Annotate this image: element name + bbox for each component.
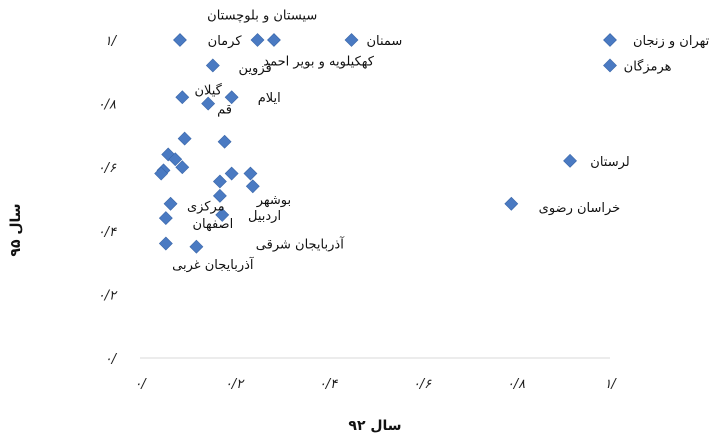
- y-axis-ticks: ۰/۰/۲ ۰/۴ ۰/۶ ۰/۸ ۱/: [98, 34, 118, 367]
- y-tick-label: ۰/۲: [98, 288, 118, 303]
- data-point: [563, 153, 577, 168]
- y-tick-label: ۰/۴: [98, 225, 117, 240]
- data-point: [224, 166, 239, 181]
- point-label: سیستان و بلوچستان: [207, 9, 317, 24]
- data-point: [212, 174, 227, 189]
- point-label: قزوین: [239, 61, 272, 76]
- data-point: [173, 33, 187, 47]
- point-label: سمنان: [366, 34, 402, 49]
- x-tick-label: ۰/: [134, 377, 147, 392]
- y-tick-label: ۰/۶: [98, 161, 117, 176]
- data-points: [154, 33, 617, 254]
- point-label: اردبیل: [248, 209, 281, 224]
- data-point: [175, 160, 190, 175]
- point-label: تهران و زنجان: [633, 34, 710, 49]
- x-tick-label: ۱/: [604, 377, 617, 392]
- data-point: [344, 33, 359, 47]
- data-point: [177, 131, 192, 146]
- data-point: [212, 188, 227, 203]
- data-point: [224, 90, 239, 105]
- y-tick-label: ۰/۸: [98, 98, 116, 113]
- x-tick-label: ۰/۲: [225, 377, 245, 392]
- point-label: بوشهر: [256, 193, 291, 208]
- y-axis-title: سال ۹۵: [8, 203, 24, 256]
- data-point: [245, 179, 260, 194]
- data-point: [243, 166, 258, 181]
- point-label: لرستان: [590, 155, 629, 170]
- data-point: [205, 58, 220, 73]
- data-point: [267, 33, 281, 47]
- data-point: [163, 196, 178, 211]
- data-point: [215, 207, 230, 222]
- data-point: [189, 239, 204, 254]
- point-label: هرمزگان: [624, 58, 672, 74]
- x-tick-label: ۰/۸: [507, 377, 525, 392]
- data-point: [250, 33, 265, 47]
- x-axis-ticks: ۰/۰/۲ ۰/۴ ۰/۶ ۰/۸ ۱/: [134, 377, 617, 392]
- point-label: مرکزی: [187, 199, 225, 214]
- data-point: [217, 134, 232, 149]
- data-point: [603, 58, 617, 73]
- point-label: ایلام: [258, 91, 281, 106]
- x-axis-title: سال ۹۲: [348, 418, 401, 434]
- data-point: [603, 33, 617, 47]
- data-point: [158, 236, 173, 251]
- data-point: [154, 166, 169, 181]
- data-point: [175, 90, 190, 105]
- x-tick-label: ۰/۴: [319, 377, 338, 392]
- point-label: قم: [217, 102, 232, 117]
- point-label: آذربایجان شرقی: [256, 236, 345, 253]
- point-label: کهکیلویه و بویر احمد: [263, 55, 374, 70]
- x-tick-label: ۰/۶: [413, 377, 432, 392]
- point-label: اصفهان: [192, 217, 233, 232]
- data-point: [168, 152, 183, 167]
- point-label: خراسان رضوی: [539, 201, 621, 216]
- data-point: [201, 96, 216, 111]
- y-tick-label: ۱/: [105, 34, 118, 49]
- y-tick-label: ۰/: [105, 352, 118, 367]
- data-point: [504, 196, 519, 211]
- point-label: کرمان: [208, 34, 243, 49]
- point-label: آذربایجان غربی: [172, 256, 255, 273]
- point-annotations: سیستان و بلوچستان کرمان سمنان تهران و زنجان…: [172, 9, 709, 274]
- data-point: [158, 211, 173, 226]
- point-label: گیلان: [194, 82, 222, 98]
